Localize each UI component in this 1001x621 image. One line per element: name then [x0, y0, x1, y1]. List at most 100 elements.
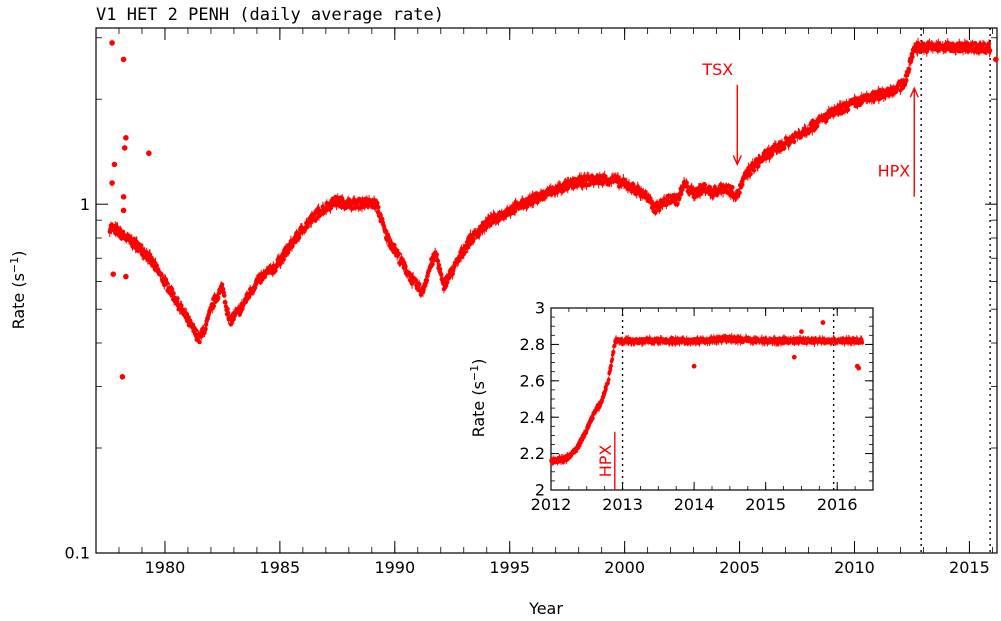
- main-data-point: [431, 257, 437, 263]
- main-data-point: [965, 49, 971, 54]
- inset-x-tick-label: 2015: [745, 495, 786, 514]
- main-plot: 1980 1985 1990 1995 2000 2005 2010 2015 0.11 TS…: [8, 27, 999, 618]
- main-y-label-sup: −1: [8, 257, 21, 273]
- main-y-axis-label: Rate (s−1): [8, 251, 28, 330]
- main-data-point: [197, 339, 202, 345]
- main-outlier-point: [120, 207, 127, 214]
- inset-data-point: [611, 350, 616, 355]
- main-data-point: [615, 174, 621, 180]
- main-data-point: [445, 280, 450, 285]
- main-x-tick-label: 1995: [489, 558, 530, 577]
- main-outlier-point: [146, 150, 152, 157]
- main-data-point: [462, 249, 468, 255]
- inset-y-axis: 2 2.2 2.4 2.6 2.8 3: [520, 299, 873, 500]
- main-data-point: [702, 182, 708, 188]
- main-data-point: [296, 235, 302, 240]
- inset-data-point: [607, 377, 611, 382]
- main-data-point: [138, 242, 143, 248]
- main-data-point: [193, 327, 198, 333]
- main-data-point: [424, 277, 430, 283]
- inset-x-tick-label: 2013: [602, 495, 643, 514]
- main-data-point: [396, 251, 402, 256]
- main-data-point: [477, 232, 482, 237]
- main-data-point: [712, 184, 718, 190]
- main-data-point: [203, 322, 209, 327]
- main-data-point: [380, 216, 385, 222]
- main-reference-lines: [920, 28, 991, 553]
- main-data-point: [981, 41, 987, 46]
- main-x-tick-label: 2005: [719, 558, 760, 577]
- main-data-point: [314, 216, 319, 222]
- main-data-point: [383, 228, 388, 234]
- main-data-point: [305, 224, 310, 229]
- main-data-point: [845, 107, 851, 112]
- main-outlier-point: [110, 271, 117, 277]
- main-data-point: [465, 245, 470, 250]
- main-data-point: [413, 278, 419, 283]
- main-data-point: [755, 164, 760, 169]
- inset-y-tick-label: 2.2: [520, 444, 545, 463]
- inset-y-tick-label: 2.8: [520, 335, 545, 354]
- main-outlier-point: [120, 194, 127, 200]
- main-y-axis: 0.11: [65, 37, 997, 563]
- inset-x-axis: 2012 2013 2014 2015 2016: [531, 308, 874, 514]
- main-outlier-point: [119, 374, 126, 380]
- main-data-point: [737, 190, 742, 195]
- main-data-point: [446, 275, 452, 281]
- inset-y-tick-label: 2.4: [520, 408, 545, 427]
- main-data-point: [344, 204, 350, 210]
- inset-plot: 2012 2013 2014 2015 2016 22.22.42.62.83 HPX …: [468, 299, 874, 514]
- inset-data-point: [609, 364, 614, 368]
- main-data-point: [221, 286, 226, 292]
- main-annotation-arrowhead: [909, 86, 919, 98]
- main-y-label-main: Rate (s: [9, 273, 28, 329]
- main-data-point: [179, 303, 184, 308]
- inset-x-tick-label: 2014: [674, 495, 715, 514]
- main-data-point: [823, 118, 829, 124]
- main-data-point: [986, 41, 992, 46]
- main-data-point: [156, 267, 161, 272]
- main-x-tick-label: 2000: [604, 558, 645, 577]
- main-data-point: [924, 49, 929, 54]
- main-chart-title: V1 HET 2 PENH (daily average rate): [96, 5, 444, 25]
- inset-x-tick-label: 2012: [531, 495, 572, 514]
- main-data-point: [222, 293, 227, 298]
- main-data-point: [211, 303, 217, 309]
- main-plot-frame: [95, 27, 998, 554]
- main-data-point: [471, 236, 476, 241]
- main-data-point: [778, 147, 784, 153]
- main-data-point: [488, 223, 493, 228]
- main-y-label-close: ): [9, 251, 28, 257]
- main-data-point: [560, 188, 566, 194]
- main-data-point: [697, 192, 703, 197]
- main-data-point: [654, 200, 660, 206]
- main-y-tick-label: 1: [80, 195, 90, 214]
- inset-data-point: [610, 357, 615, 361]
- main-data-point: [169, 285, 174, 291]
- main-data-point: [175, 296, 180, 301]
- main-data-point: [748, 171, 753, 177]
- main-outlier-point: [121, 145, 128, 151]
- main-data-point: [684, 180, 689, 185]
- main-data-point: [376, 205, 381, 210]
- inset-data-series: [549, 320, 865, 466]
- main-data-point: [184, 311, 189, 316]
- main-data-point: [751, 168, 757, 173]
- main-data-point: [252, 285, 258, 291]
- main-annotations: TSX HPX: [701, 60, 919, 197]
- main-data-point: [171, 291, 176, 296]
- main-y-tick-label: 0.1: [65, 544, 90, 563]
- main-data-point: [987, 48, 993, 53]
- main-outlier-point: [993, 56, 999, 63]
- inset-x-tick-label: 2016: [817, 495, 858, 514]
- main-data-point: [512, 209, 518, 214]
- main-data-point: [904, 78, 909, 83]
- main-outlier-point: [109, 40, 115, 46]
- inset-y-tick-label: 3: [535, 299, 545, 318]
- main-x-tick-label: 1990: [374, 558, 415, 577]
- main-data-point: [187, 318, 193, 323]
- main-data-point: [421, 287, 426, 293]
- main-data-series: [107, 37, 999, 380]
- main-data-point: [730, 185, 735, 190]
